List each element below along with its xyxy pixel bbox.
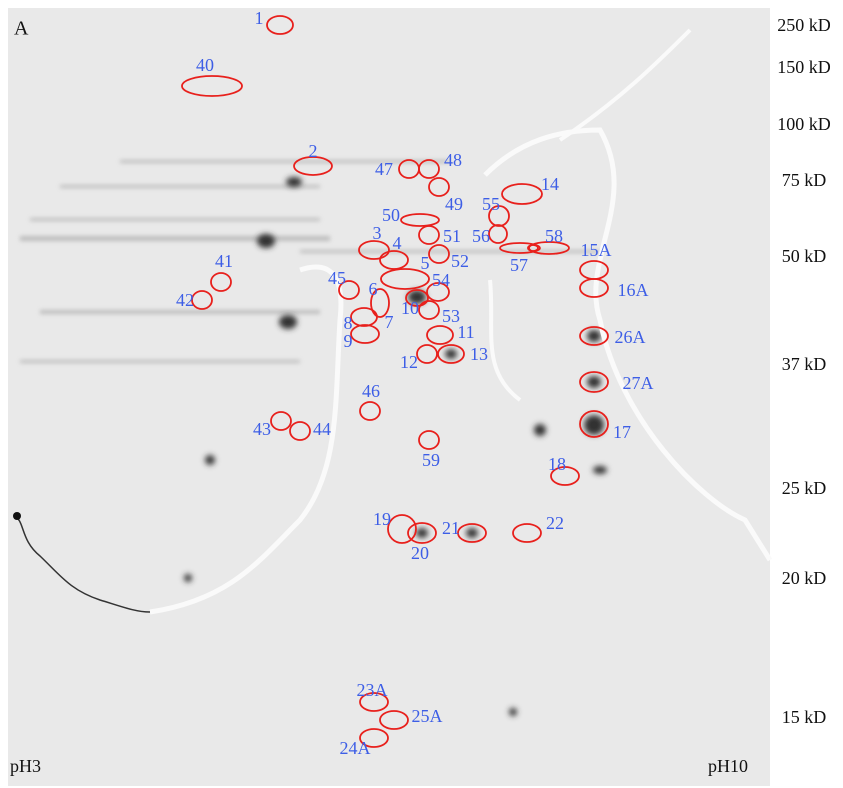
spot-label: 43 xyxy=(253,419,271,439)
spot-label: 59 xyxy=(422,450,440,470)
spot-label: 2 xyxy=(309,141,318,161)
spot-label: 14 xyxy=(541,174,559,194)
mw-label: 100 kD xyxy=(777,114,831,134)
ph-left: pH3 xyxy=(10,756,41,776)
panel-label: A xyxy=(14,18,29,40)
spot-label: 45 xyxy=(328,268,346,288)
spot-label: 10 xyxy=(401,298,419,318)
spot-label: 56 xyxy=(472,226,490,246)
spot-label: 48 xyxy=(444,150,462,170)
mw-markers: 250 kD 150 kD 100 kD 75 kD 50 kD 37 kD 25 kD 20… xyxy=(777,15,831,727)
spot-label: 3 xyxy=(373,223,382,243)
spot-label: 18 xyxy=(548,454,566,474)
spot-label: 6 xyxy=(369,279,378,299)
spot-label: 54 xyxy=(432,270,450,290)
mw-label: 150 kD xyxy=(777,57,831,77)
spot-label: 27A xyxy=(623,373,654,393)
mw-label: 20 kD xyxy=(782,568,827,588)
figure: A pH3 pH10 250 kD 150 kD 100 kD 75 kD 50 kD 3… xyxy=(0,0,843,788)
spot-label: 8 xyxy=(344,313,353,333)
spot-label: 5 xyxy=(421,253,430,273)
spot-label: 13 xyxy=(470,344,488,364)
spot-label: 15A xyxy=(581,240,612,260)
spot-label: 57 xyxy=(510,255,528,275)
spot-label: 24A xyxy=(340,738,371,758)
mw-label: 25 kD xyxy=(782,478,827,498)
spot-label: 21 xyxy=(442,518,460,538)
gel xyxy=(8,8,770,786)
spot-label: 1 xyxy=(255,8,264,28)
spot-label: 7 xyxy=(385,312,394,332)
spot-label: 55 xyxy=(482,194,500,214)
spot-label: 51 xyxy=(443,226,461,246)
spot-label: 17 xyxy=(613,422,631,442)
mw-label: 15 kD xyxy=(782,707,827,727)
spot-label: 20 xyxy=(411,543,429,563)
spot-label: 16A xyxy=(618,280,649,300)
spot-label: 19 xyxy=(373,509,391,529)
mw-label: 50 kD xyxy=(782,246,827,266)
spot-label: 52 xyxy=(451,251,469,271)
spot-label: 47 xyxy=(375,159,393,179)
spot-label: 42 xyxy=(176,290,194,310)
spot-label: 9 xyxy=(344,331,353,351)
spot-label: 40 xyxy=(196,55,214,75)
spot-label: 58 xyxy=(545,226,563,246)
spot-label: 49 xyxy=(445,194,463,214)
spot-label: 41 xyxy=(215,251,233,271)
mw-label: 75 kD xyxy=(782,170,827,190)
spot-label: 46 xyxy=(362,381,380,401)
spot-label: 23A xyxy=(357,680,388,700)
spot-label: 50 xyxy=(382,205,400,225)
mw-label: 37 kD xyxy=(782,354,827,374)
spot-label: 26A xyxy=(615,327,646,347)
ph-right: pH10 xyxy=(708,756,748,776)
mw-label: 250 kD xyxy=(777,15,831,35)
spot-label: 25A xyxy=(412,706,443,726)
spot-label: 4 xyxy=(393,233,402,253)
spot-label: 22 xyxy=(546,513,564,533)
spot-label: 44 xyxy=(313,419,331,439)
spot-label: 12 xyxy=(400,352,418,372)
spot-label: 11 xyxy=(457,322,474,342)
